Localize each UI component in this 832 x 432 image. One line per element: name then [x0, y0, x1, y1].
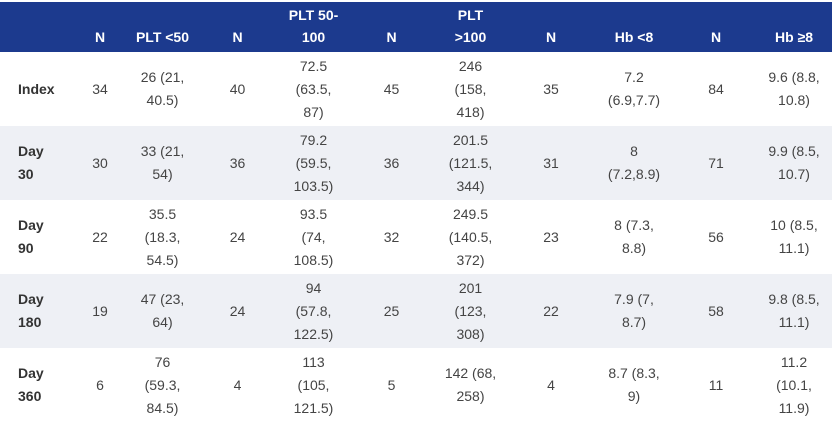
header-cell — [0, 2, 75, 52]
table-cell: 8 (7.3, 8.8) — [614, 217, 654, 256]
row-label: Day 180 — [0, 274, 75, 348]
row-label: Day 90 — [18, 217, 44, 256]
table-cell: 8.7 (8.3, 9) — [608, 365, 660, 404]
table-cell: 36 — [352, 126, 431, 200]
table-cell: 9.9 (8.5, 10.7) — [756, 126, 832, 200]
table-cell: 8 (7.2,8.9) — [592, 126, 676, 200]
table-cell: 26 (21, 40.5) — [140, 69, 185, 108]
table-cell: 36 — [200, 126, 275, 200]
column-header: N — [676, 2, 756, 52]
table-cell: 10 (8.5, 11.1) — [770, 217, 818, 256]
table-cell: 113 (105, 121.5) — [293, 353, 334, 416]
table-row: Index 34 26 (21, 40.5) 40 72.5 (63.5, 87) 45 2… — [0, 52, 832, 126]
table-cell: 5 — [387, 376, 396, 393]
table-cell: 58 — [676, 274, 756, 348]
table-cell: 72.5 (63.5, 87) — [295, 57, 332, 120]
table-cell: 9.6 (8.8, 10.8) — [768, 69, 820, 108]
table-row: Day 30 30 33 (21, 54) 36 79.2 (59.5, 103.5) 3… — [0, 126, 832, 200]
header-row: N PLT <50 N PLT 50-100 N PLT >100 N Hb <8 N Hb ≥8 — [0, 2, 832, 52]
table-cell: 22 — [510, 274, 592, 348]
table-cell: 201.5 (121.5, 344) — [431, 126, 510, 200]
table-cell: 34 — [92, 80, 108, 97]
table-cell: 94 (57.8, 122.5) — [275, 274, 352, 348]
table-cell: 84 — [708, 80, 724, 97]
table-cell: 35 — [543, 80, 559, 97]
table-cell: 7.9 (7, 8.7) — [592, 274, 676, 348]
table-cell: 35.5 (18.3, 54.5) — [144, 205, 181, 268]
column-header: N — [510, 2, 592, 52]
table-cell: 45 — [383, 80, 400, 97]
table-cell: 33 (21, 54) — [125, 126, 200, 200]
table-row: Day 360 6 76 (59.3, 84.5) 4 113 (105, 121.5)… — [0, 348, 832, 422]
table-cell: 30 — [75, 126, 125, 200]
table-cell: 246 (158, 418) — [454, 57, 487, 120]
table-body: Index 34 26 (21, 40.5) 40 72.5 (63.5, 87) 45 2… — [0, 52, 832, 422]
table-cell: 47 (23, 64) — [125, 274, 200, 348]
table-cell: 24 — [229, 228, 246, 245]
table-cell: 76 (59.3, 84.5) — [144, 353, 181, 416]
row-label: Index — [18, 80, 55, 97]
row-label: Day 30 — [0, 126, 75, 200]
table-cell: 4 — [233, 376, 242, 393]
table-cell: 71 — [676, 126, 756, 200]
table-cell: 11.2 (10.1, 11.9) — [776, 353, 812, 416]
results-table: N PLT <50 N PLT 50-100 N PLT >100 N Hb <8 N Hb ≥8… — [0, 2, 832, 422]
column-header: PLT <50 — [125, 2, 200, 52]
table-cell: 7.2 (6.9,7.7) — [607, 69, 661, 108]
table-cell: 79.2 (59.5, 103.5) — [275, 126, 352, 200]
table-cell: 9.8 (8.5, 11.1) — [756, 274, 832, 348]
column-header: Hb <8 — [592, 2, 676, 52]
table-cell: 56 — [708, 228, 724, 245]
table-cell: 11 — [708, 376, 724, 393]
table-cell: 24 — [200, 274, 275, 348]
table-cell: 31 — [510, 126, 592, 200]
table-cell: 249.5 (140.5, 372) — [448, 205, 493, 268]
column-header: N — [75, 2, 125, 52]
table-cell: 40 — [229, 80, 246, 97]
table-cell: 25 — [352, 274, 431, 348]
table-cell: 22 — [92, 228, 108, 245]
table-cell: 19 — [75, 274, 125, 348]
table-cell: 201 (123, 308) — [431, 274, 510, 348]
table-row: Day 180 19 47 (23, 64) 24 94 (57.8, 122.5) 25… — [0, 274, 832, 348]
table-cell: 6 — [96, 376, 104, 393]
column-header: N — [352, 2, 431, 52]
column-header: Hb ≥8 — [756, 2, 832, 52]
column-header: PLT 50-100 — [275, 2, 352, 52]
table-cell: 23 — [543, 228, 559, 245]
table-cell: 93.5 (74, 108.5) — [293, 205, 334, 268]
table-cell: 32 — [383, 228, 400, 245]
table-cell: 4 — [547, 376, 555, 393]
table-cell: 142 (68, 258) — [444, 365, 497, 404]
row-label: Day 360 — [18, 365, 44, 404]
column-header: PLT >100 — [431, 2, 510, 52]
table-row: Day 90 22 35.5 (18.3, 54.5) 24 93.5 (74, 108… — [0, 200, 832, 274]
column-header: N — [200, 2, 275, 52]
